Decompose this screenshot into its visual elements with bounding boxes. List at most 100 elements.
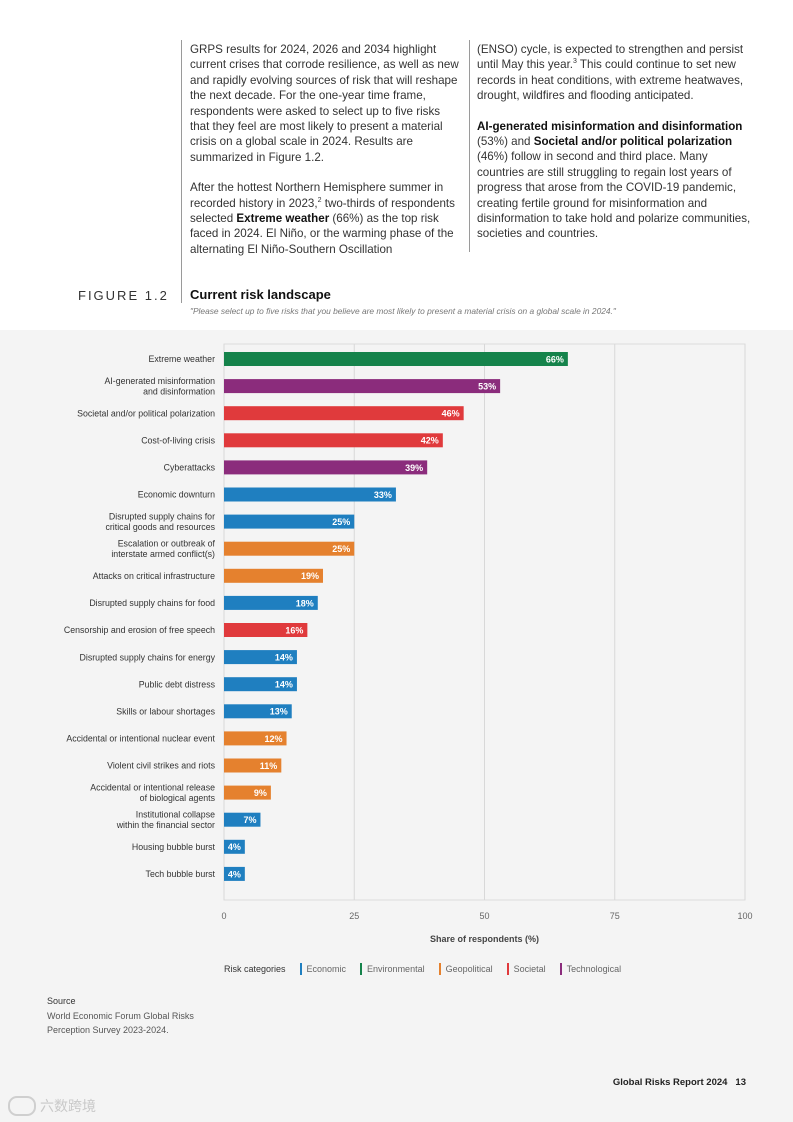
- data-label: 33%: [374, 490, 392, 500]
- legend-label-societal: Societal: [513, 964, 546, 974]
- paragraph-grps-results: GRPS results for 2024, 2026 and 2034 hig…: [190, 43, 459, 164]
- bold-ai-misinformation: AI-generated misinformation and disinfor…: [477, 119, 743, 133]
- data-label: 4%: [228, 869, 241, 879]
- category-label-line: Disrupted supply chains for food: [89, 598, 215, 608]
- category-label: Societal and/or political polarization: [77, 408, 215, 418]
- category-label-line: AI-generated misinformation: [104, 376, 215, 386]
- x-tick-label: 0: [221, 911, 226, 921]
- legend-item-environmental: Environmental: [360, 963, 425, 975]
- category-label: Accidental or intentional release of biol…: [90, 782, 215, 803]
- bar: [224, 731, 287, 746]
- category-label: Public debt distress: [139, 679, 216, 689]
- text-segment: After the hottest Northern Hemisphere su…: [190, 181, 444, 210]
- category-label-line: within the financial sector: [116, 820, 215, 830]
- watermark-logo-icon: [8, 1096, 36, 1116]
- legend-swatch-geopolitical: [438, 963, 441, 975]
- data-label: 46%: [442, 409, 460, 419]
- category-label: Censorship and erosion of free speech: [64, 625, 215, 635]
- bar: [224, 758, 282, 773]
- data-label: 39%: [405, 463, 423, 473]
- x-tick-label: 50: [479, 911, 489, 921]
- data-label: 16%: [285, 625, 303, 635]
- chart-legend: Risk categories Economic Environmental G…: [224, 963, 621, 975]
- page-number: 13: [735, 1077, 746, 1088]
- bar: [224, 595, 318, 610]
- paragraph-misinformation: AI-generated misinformation and disinfor…: [477, 119, 757, 242]
- category-label: Housing bubble burst: [132, 842, 216, 852]
- category-label: Cost-of-living crisis: [141, 436, 215, 446]
- category-label-line: Public debt distress: [139, 679, 216, 689]
- data-label: 14%: [275, 653, 293, 663]
- data-label: 4%: [228, 842, 241, 852]
- bar: [224, 514, 355, 529]
- category-label-line: Extreme weather: [149, 354, 216, 364]
- x-tick-label: 100: [737, 911, 752, 921]
- category-label-line: interstate armed conflict(s): [111, 549, 215, 559]
- watermark-text: 六数跨境: [40, 1098, 96, 1114]
- category-label-line: Economic downturn: [138, 490, 215, 500]
- category-label-line: Escalation or outbreak of: [118, 539, 216, 549]
- bold-polarization: Societal and/or political polarization: [533, 135, 733, 149]
- data-label: 19%: [301, 571, 319, 581]
- text-segment: (53%) and: [477, 135, 534, 149]
- bar: [224, 541, 355, 556]
- category-label: Accidental or intentional nuclear event: [66, 734, 215, 744]
- category-label-line: Cyberattacks: [164, 463, 216, 473]
- category-label-line: Cost-of-living crisis: [141, 436, 215, 446]
- legend-swatch-economic: [299, 963, 302, 975]
- data-label: 25%: [332, 517, 350, 527]
- text-segment: (46%) follow in second and third place. …: [477, 150, 751, 241]
- bar: [224, 568, 323, 583]
- category-label: Violent civil strikes and riots: [107, 761, 215, 771]
- category-label-line: Institutional collapse: [136, 810, 215, 820]
- category-label: Cyberattacks: [164, 463, 216, 473]
- category-label: Disrupted supply chains for critical good…: [105, 511, 215, 532]
- body-text-left-column: GRPS results for 2024, 2026 and 2034 hig…: [190, 42, 462, 272]
- data-label: 9%: [254, 788, 267, 798]
- bar: [224, 623, 308, 637]
- legend-swatch-environmental: [360, 963, 363, 975]
- category-label-line: Accidental or intentional release: [90, 782, 215, 792]
- bar: [224, 487, 396, 502]
- legend-label-environmental: Environmental: [367, 964, 425, 974]
- report-title: Global Risks Report 2024: [612, 1077, 728, 1088]
- legend-swatch-societal: [506, 963, 509, 975]
- text-segment: two-thirds of respondents selected: [190, 196, 455, 226]
- category-label-line: and disinformation: [143, 387, 215, 397]
- text-segment: (ENSO) cycle, is expected to strengthen …: [477, 43, 744, 72]
- figure-title: Current risk landscape: [190, 287, 331, 302]
- legend-label-technological: Technological: [566, 964, 622, 974]
- x-tick-label: 25: [349, 911, 359, 921]
- page-footer: Global Risks Report 2024 13: [605, 1077, 746, 1088]
- category-label-line: Housing bubble burst: [132, 842, 216, 852]
- data-label: 14%: [275, 680, 293, 690]
- data-label: 25%: [332, 544, 350, 554]
- legend-item-societal: Societal: [506, 963, 546, 975]
- watermark: 六数跨境: [8, 1096, 96, 1116]
- bar: [224, 812, 261, 827]
- category-label: AI-generated misinformation and disinform…: [104, 376, 215, 397]
- category-label-line: Disrupted supply chains for energy: [80, 652, 216, 662]
- category-label-line: Attacks on critical infrastructure: [93, 571, 215, 581]
- paragraph-extreme-weather: After the hottest Northern Hemisphere su…: [190, 180, 462, 257]
- category-label-line: Censorship and erosion of free speech: [64, 625, 215, 635]
- source-title: Source: [47, 996, 76, 1006]
- data-label: 13%: [270, 707, 288, 717]
- data-label: 12%: [265, 734, 283, 744]
- category-label-line: of biological agents: [140, 793, 216, 803]
- bar: [224, 460, 428, 475]
- paragraph-enso: (ENSO) cycle, is expected to strengthen …: [477, 42, 757, 104]
- bar: [224, 352, 568, 366]
- data-label: 18%: [296, 598, 314, 608]
- footnote-ref-3: 3: [573, 58, 577, 66]
- data-label: 42%: [421, 436, 439, 446]
- figure-subtitle: "Please select up to five risks that you…: [190, 306, 616, 316]
- category-label: Escalation or outbreak of interstate arme…: [111, 539, 215, 560]
- bar: [224, 704, 292, 719]
- category-label-line: critical goods and resources: [105, 522, 215, 532]
- category-label: Institutional collapse within the financi…: [116, 810, 215, 831]
- bar: [224, 866, 245, 881]
- source-text: World Economic Forum Global Risks Percep…: [47, 1011, 194, 1035]
- figure-label: FIGURE 1.2: [78, 288, 169, 303]
- category-label: Extreme weather: [149, 354, 216, 364]
